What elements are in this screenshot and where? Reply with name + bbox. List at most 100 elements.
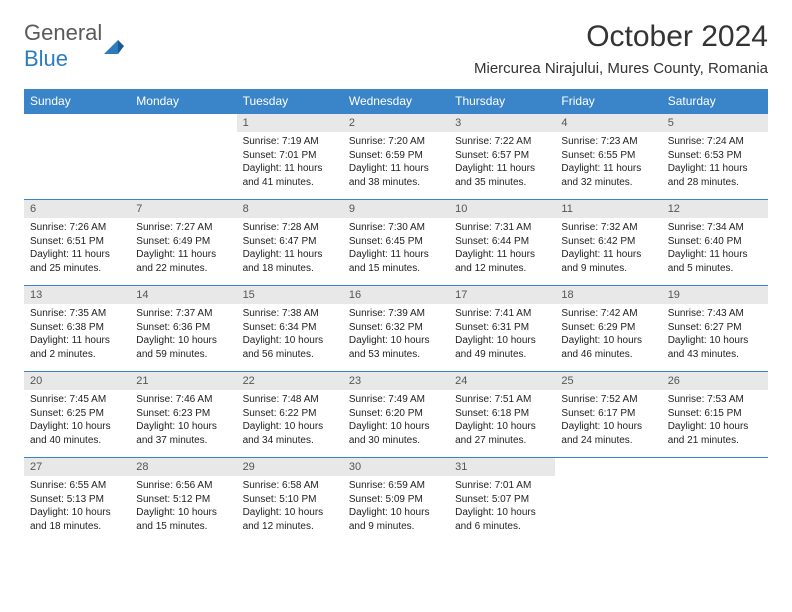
day-body: Sunrise: 6:58 AMSunset: 5:10 PMDaylight:…: [237, 476, 343, 536]
daylight-text: Daylight: 10 hours and 59 minutes.: [136, 334, 230, 361]
sunset-text: Sunset: 6:34 PM: [243, 321, 337, 335]
daylight-text: Daylight: 10 hours and 46 minutes.: [561, 334, 655, 361]
calendar-cell: 1Sunrise: 7:19 AMSunset: 7:01 PMDaylight…: [237, 114, 343, 200]
calendar-cell: 4Sunrise: 7:23 AMSunset: 6:55 PMDaylight…: [555, 114, 661, 200]
daylight-text: Daylight: 10 hours and 18 minutes.: [30, 506, 124, 533]
calendar-cell: 12Sunrise: 7:34 AMSunset: 6:40 PMDayligh…: [662, 200, 768, 286]
sunset-text: Sunset: 6:42 PM: [561, 235, 655, 249]
daylight-text: Daylight: 11 hours and 38 minutes.: [349, 162, 443, 189]
day-number: 13: [24, 286, 130, 304]
day-body: Sunrise: 7:01 AMSunset: 5:07 PMDaylight:…: [449, 476, 555, 536]
calendar-cell: 31Sunrise: 7:01 AMSunset: 5:07 PMDayligh…: [449, 458, 555, 544]
daylight-text: Daylight: 11 hours and 12 minutes.: [455, 248, 549, 275]
sunset-text: Sunset: 5:09 PM: [349, 493, 443, 507]
day-body: Sunrise: 7:51 AMSunset: 6:18 PMDaylight:…: [449, 390, 555, 450]
daylight-text: Daylight: 10 hours and 56 minutes.: [243, 334, 337, 361]
daylight-text: Daylight: 11 hours and 2 minutes.: [30, 334, 124, 361]
day-body: Sunrise: 7:26 AMSunset: 6:51 PMDaylight:…: [24, 218, 130, 278]
day-number: 25: [555, 372, 661, 390]
calendar-table: SundayMondayTuesdayWednesdayThursdayFrid…: [24, 89, 768, 544]
weekday-header: Wednesday: [343, 89, 449, 114]
daylight-text: Daylight: 11 hours and 35 minutes.: [455, 162, 549, 189]
sunrise-text: Sunrise: 7:38 AM: [243, 307, 337, 321]
sunset-text: Sunset: 6:15 PM: [668, 407, 762, 421]
daylight-text: Daylight: 10 hours and 21 minutes.: [668, 420, 762, 447]
calendar-cell: [662, 458, 768, 544]
daylight-text: Daylight: 10 hours and 37 minutes.: [136, 420, 230, 447]
daylight-text: Daylight: 11 hours and 25 minutes.: [30, 248, 124, 275]
sunset-text: Sunset: 6:53 PM: [668, 149, 762, 163]
daylight-text: Daylight: 10 hours and 27 minutes.: [455, 420, 549, 447]
sunrise-text: Sunrise: 7:43 AM: [668, 307, 762, 321]
day-body: Sunrise: 7:48 AMSunset: 6:22 PMDaylight:…: [237, 390, 343, 450]
calendar-row: 27Sunrise: 6:55 AMSunset: 5:13 PMDayligh…: [24, 458, 768, 544]
logo-text-a: General: [24, 20, 102, 45]
calendar-cell: 7Sunrise: 7:27 AMSunset: 6:49 PMDaylight…: [130, 200, 236, 286]
day-body: Sunrise: 7:34 AMSunset: 6:40 PMDaylight:…: [662, 218, 768, 278]
weekday-header: Saturday: [662, 89, 768, 114]
sunrise-text: Sunrise: 7:51 AM: [455, 393, 549, 407]
day-number: 24: [449, 372, 555, 390]
calendar-cell: [555, 458, 661, 544]
day-number: 30: [343, 458, 449, 476]
sunset-text: Sunset: 6:25 PM: [30, 407, 124, 421]
sunrise-text: Sunrise: 6:58 AM: [243, 479, 337, 493]
day-body: Sunrise: 7:32 AMSunset: 6:42 PMDaylight:…: [555, 218, 661, 278]
calendar-cell: 19Sunrise: 7:43 AMSunset: 6:27 PMDayligh…: [662, 286, 768, 372]
day-body: Sunrise: 7:52 AMSunset: 6:17 PMDaylight:…: [555, 390, 661, 450]
sunset-text: Sunset: 6:29 PM: [561, 321, 655, 335]
sunrise-text: Sunrise: 7:22 AM: [455, 135, 549, 149]
calendar-cell: [24, 114, 130, 200]
sunset-text: Sunset: 5:13 PM: [30, 493, 124, 507]
calendar-row: 6Sunrise: 7:26 AMSunset: 6:51 PMDaylight…: [24, 200, 768, 286]
sunrise-text: Sunrise: 7:30 AM: [349, 221, 443, 235]
calendar-cell: 17Sunrise: 7:41 AMSunset: 6:31 PMDayligh…: [449, 286, 555, 372]
sunset-text: Sunset: 6:20 PM: [349, 407, 443, 421]
sunset-text: Sunset: 6:32 PM: [349, 321, 443, 335]
day-number: 16: [343, 286, 449, 304]
sunset-text: Sunset: 6:49 PM: [136, 235, 230, 249]
day-number: 10: [449, 200, 555, 218]
calendar-cell: 5Sunrise: 7:24 AMSunset: 6:53 PMDaylight…: [662, 114, 768, 200]
day-number: 7: [130, 200, 236, 218]
calendar-cell: 28Sunrise: 6:56 AMSunset: 5:12 PMDayligh…: [130, 458, 236, 544]
day-body: Sunrise: 7:53 AMSunset: 6:15 PMDaylight:…: [662, 390, 768, 450]
calendar-head: SundayMondayTuesdayWednesdayThursdayFrid…: [24, 89, 768, 114]
daylight-text: Daylight: 10 hours and 30 minutes.: [349, 420, 443, 447]
calendar-cell: 29Sunrise: 6:58 AMSunset: 5:10 PMDayligh…: [237, 458, 343, 544]
sunrise-text: Sunrise: 7:32 AM: [561, 221, 655, 235]
day-body: Sunrise: 7:45 AMSunset: 6:25 PMDaylight:…: [24, 390, 130, 450]
sunrise-text: Sunrise: 7:42 AM: [561, 307, 655, 321]
calendar-cell: 21Sunrise: 7:46 AMSunset: 6:23 PMDayligh…: [130, 372, 236, 458]
daylight-text: Daylight: 10 hours and 15 minutes.: [136, 506, 230, 533]
sunset-text: Sunset: 6:51 PM: [30, 235, 124, 249]
day-body: Sunrise: 7:42 AMSunset: 6:29 PMDaylight:…: [555, 304, 661, 364]
sunrise-text: Sunrise: 7:48 AM: [243, 393, 337, 407]
sunrise-text: Sunrise: 7:46 AM: [136, 393, 230, 407]
sunset-text: Sunset: 6:17 PM: [561, 407, 655, 421]
sunset-text: Sunset: 6:45 PM: [349, 235, 443, 249]
calendar-cell: 15Sunrise: 7:38 AMSunset: 6:34 PMDayligh…: [237, 286, 343, 372]
day-body: Sunrise: 7:35 AMSunset: 6:38 PMDaylight:…: [24, 304, 130, 364]
daylight-text: Daylight: 10 hours and 24 minutes.: [561, 420, 655, 447]
sunrise-text: Sunrise: 7:24 AM: [668, 135, 762, 149]
daylight-text: Daylight: 10 hours and 40 minutes.: [30, 420, 124, 447]
sunset-text: Sunset: 6:59 PM: [349, 149, 443, 163]
daylight-text: Daylight: 11 hours and 18 minutes.: [243, 248, 337, 275]
sunrise-text: Sunrise: 7:19 AM: [243, 135, 337, 149]
day-number: 28: [130, 458, 236, 476]
day-body: Sunrise: 7:24 AMSunset: 6:53 PMDaylight:…: [662, 132, 768, 192]
day-number: 18: [555, 286, 661, 304]
calendar-row: 13Sunrise: 7:35 AMSunset: 6:38 PMDayligh…: [24, 286, 768, 372]
calendar-row: 1Sunrise: 7:19 AMSunset: 7:01 PMDaylight…: [24, 114, 768, 200]
location: Miercurea Nirajului, Mures County, Roman…: [474, 60, 768, 77]
day-body: Sunrise: 6:59 AMSunset: 5:09 PMDaylight:…: [343, 476, 449, 536]
sunrise-text: Sunrise: 7:20 AM: [349, 135, 443, 149]
calendar-cell: 11Sunrise: 7:32 AMSunset: 6:42 PMDayligh…: [555, 200, 661, 286]
calendar-cell: 24Sunrise: 7:51 AMSunset: 6:18 PMDayligh…: [449, 372, 555, 458]
sunset-text: Sunset: 6:18 PM: [455, 407, 549, 421]
sunrise-text: Sunrise: 7:35 AM: [30, 307, 124, 321]
day-body: Sunrise: 7:28 AMSunset: 6:47 PMDaylight:…: [237, 218, 343, 278]
day-body: Sunrise: 7:46 AMSunset: 6:23 PMDaylight:…: [130, 390, 236, 450]
sunrise-text: Sunrise: 7:31 AM: [455, 221, 549, 235]
